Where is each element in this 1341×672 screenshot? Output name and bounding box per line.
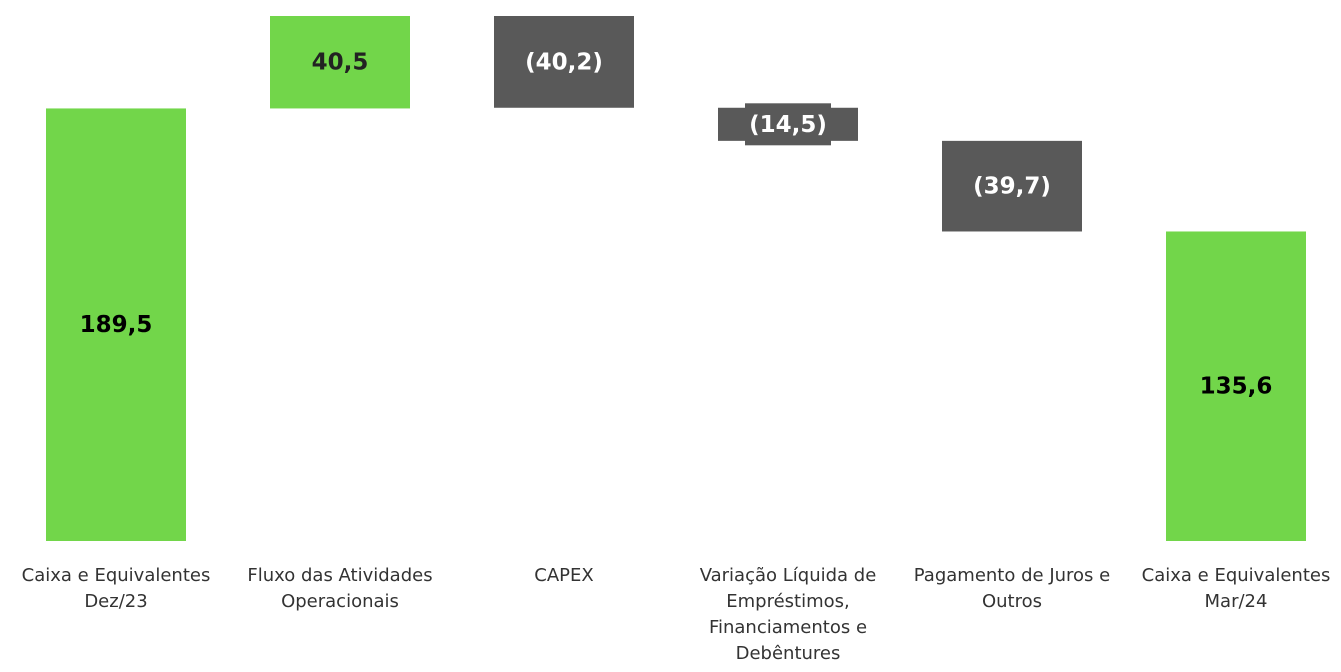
bar bbox=[942, 140, 1082, 232]
category-label: Variação Líquida de Empréstimos, Financi… bbox=[699, 565, 877, 664]
value-label: 40,5 bbox=[312, 50, 369, 76]
category-label: Caixa e Equivalentes Mar/24 bbox=[1141, 565, 1331, 612]
bar bbox=[1166, 231, 1306, 541]
bar bbox=[494, 16, 634, 108]
value-label: (14,5) bbox=[749, 112, 827, 138]
value-label: (39,7) bbox=[973, 174, 1051, 200]
bar bbox=[46, 108, 186, 542]
value-label: (40,2) bbox=[525, 49, 603, 75]
category-label: CAPEX bbox=[534, 565, 594, 586]
value-label: 189,5 bbox=[80, 312, 153, 338]
label-background bbox=[745, 103, 831, 146]
bar bbox=[270, 16, 410, 109]
value-label: 135,6 bbox=[1200, 374, 1273, 400]
category-label: Caixa e Equivalentes Dez/23 bbox=[21, 565, 211, 612]
category-label: Pagamento de Juros e Outros bbox=[913, 565, 1111, 612]
category-label: Fluxo das Atividades Operacionais bbox=[247, 565, 433, 612]
